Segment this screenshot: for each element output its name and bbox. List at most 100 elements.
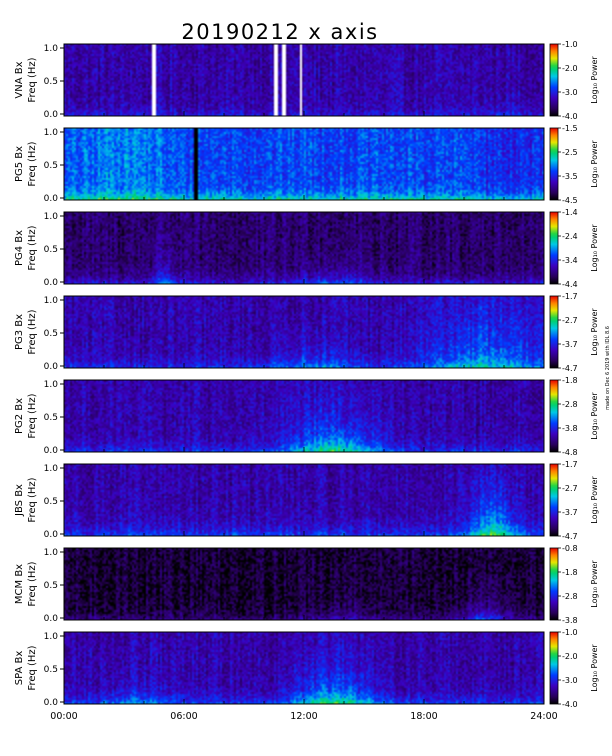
panel-mcm: 0.0 0.5 1.0 MCM Bx Freq (Hz) -0.8 -1.8 -2.8 -3.8… bbox=[14, 544, 599, 625]
colorbar-tick-label: -0.8 bbox=[562, 544, 578, 553]
y-tick-label: 0.0 bbox=[44, 110, 59, 120]
colorbar bbox=[549, 463, 559, 537]
freq-axis-label: Freq (Hz) bbox=[27, 141, 38, 186]
colorbar-tick-label: -1.8 bbox=[562, 376, 578, 385]
spectrogram-image bbox=[64, 212, 544, 284]
panel-pg2: 0.0 0.5 1.0 PG2 Bx Freq (Hz) -1.8 -2.8 -3.8 -4.8… bbox=[14, 376, 599, 457]
colorbar-tick-label: -1.7 bbox=[562, 460, 578, 469]
x-tick-label: 18:00 bbox=[410, 711, 437, 722]
y-tick-label: 0.0 bbox=[44, 362, 59, 372]
y-tick-label: 1.0 bbox=[44, 548, 59, 558]
time-axis: 00:00 06:00 12:00 18:00 24:00 bbox=[50, 711, 557, 722]
y-tick-label: 0.0 bbox=[44, 698, 59, 708]
colorbar-tick-label: -2.8 bbox=[562, 592, 578, 601]
y-tick-label: 0.0 bbox=[44, 530, 59, 540]
y-tick-label: 0.0 bbox=[44, 446, 59, 456]
y-tick-label: 1.0 bbox=[44, 128, 59, 138]
colorbar-tick-label: -4.4 bbox=[562, 280, 578, 289]
spectrogram-image bbox=[64, 632, 544, 704]
colorbar-label: Log₁₀ Power bbox=[590, 56, 599, 104]
colorbar-tick-label: -3.8 bbox=[562, 616, 578, 625]
x-tick-label: 24:00 bbox=[530, 711, 557, 722]
colorbar-tick-label: -4.8 bbox=[562, 448, 578, 457]
colorbar-tick-label: -1.8 bbox=[562, 568, 578, 577]
panel-vna: 0.0 0.5 1.0 VNA Bx Freq (Hz) -1.0 -2.0 -3.0 -4.0… bbox=[14, 40, 599, 121]
colorbar bbox=[549, 631, 559, 705]
x-tick-label: 06:00 bbox=[170, 711, 197, 722]
colorbar-tick-label: -3.7 bbox=[562, 340, 578, 349]
station-label: PG4 Bx bbox=[14, 230, 25, 266]
colorbar-label: Log₁₀ Power bbox=[590, 560, 599, 608]
panel-jbs: 0.0 0.5 1.0 JBS Bx Freq (Hz) -1.7 -2.7 -3.7 -4.7… bbox=[14, 460, 599, 541]
y-tick-label: 1.0 bbox=[44, 296, 59, 306]
spectrogram-image bbox=[64, 44, 544, 116]
colorbar-tick-label: -3.0 bbox=[562, 676, 578, 685]
y-tick-label: 0.5 bbox=[44, 77, 58, 87]
colorbar-tick-label: -2.5 bbox=[562, 148, 578, 157]
colorbar-tick-label: -2.0 bbox=[562, 64, 578, 73]
freq-axis-label: Freq (Hz) bbox=[27, 561, 38, 606]
colorbar-tick-label: -1.7 bbox=[562, 292, 578, 301]
freq-axis-label: Freq (Hz) bbox=[27, 393, 38, 438]
x-tick-label: 00:00 bbox=[50, 711, 77, 722]
panel-pg3: 0.0 0.5 1.0 PG3 Bx Freq (Hz) -1.7 -2.7 -3.7 -4.7… bbox=[14, 292, 599, 373]
colorbar-label: Log₁₀ Power bbox=[590, 224, 599, 272]
colorbar-label: Log₁₀ Power bbox=[590, 140, 599, 188]
colorbar bbox=[549, 379, 559, 453]
freq-axis-label: Freq (Hz) bbox=[27, 57, 38, 102]
colorbar-tick-label: -2.4 bbox=[562, 232, 578, 241]
colorbar bbox=[549, 43, 559, 117]
spectrogram-image bbox=[64, 548, 544, 620]
y-tick-label: 1.0 bbox=[44, 212, 59, 222]
colorbar-tick-label: -1.0 bbox=[562, 40, 578, 49]
colorbar bbox=[549, 211, 559, 285]
chart-title: 20190212 x axis bbox=[181, 20, 378, 44]
colorbar bbox=[549, 127, 559, 201]
x-tick-label: 12:00 bbox=[290, 711, 317, 722]
panel-pg4: 0.0 0.5 1.0 PG4 Bx Freq (Hz) -1.4 -2.4 -3.4 -4.4… bbox=[14, 208, 599, 289]
colorbar-tick-label: -4.7 bbox=[562, 532, 578, 541]
colorbar-tick-label: -2.7 bbox=[562, 484, 578, 493]
station-label: PG5 Bx bbox=[14, 146, 25, 182]
freq-axis-label: Freq (Hz) bbox=[27, 309, 38, 354]
colorbar-tick-label: -4.0 bbox=[562, 700, 578, 709]
y-tick-label: 0.5 bbox=[44, 245, 58, 255]
spectrogram-image bbox=[64, 128, 544, 200]
y-tick-label: 0.5 bbox=[44, 581, 58, 591]
colorbar-tick-label: -3.8 bbox=[562, 424, 578, 433]
colorbar bbox=[549, 547, 559, 621]
spectrogram-image bbox=[64, 380, 544, 452]
y-tick-label: 0.0 bbox=[44, 278, 59, 288]
colorbar-label: Log₁₀ Power bbox=[590, 308, 599, 356]
panel-pg5: 0.0 0.5 1.0 PG5 Bx Freq (Hz) -1.5 -2.5 -3.5 -4.5… bbox=[14, 124, 599, 205]
colorbar-label: Log₁₀ Power bbox=[590, 644, 599, 692]
colorbar-tick-label: -1.5 bbox=[562, 124, 578, 133]
colorbar-tick-label: -4.0 bbox=[562, 112, 578, 121]
freq-axis-label: Freq (Hz) bbox=[27, 645, 38, 690]
y-tick-label: 0.5 bbox=[44, 329, 58, 339]
colorbar bbox=[549, 295, 559, 369]
y-tick-label: 0.5 bbox=[44, 497, 58, 507]
freq-axis-label: Freq (Hz) bbox=[27, 477, 38, 522]
station-label: SPA Bx bbox=[14, 651, 25, 686]
y-tick-label: 0.5 bbox=[44, 413, 58, 423]
colorbar-tick-label: -4.7 bbox=[562, 364, 578, 373]
y-tick-label: 0.0 bbox=[44, 614, 59, 624]
station-label: VNA Bx bbox=[14, 61, 25, 98]
station-label: JBS Bx bbox=[14, 484, 25, 517]
colorbar-tick-label: -4.5 bbox=[562, 196, 578, 205]
y-tick-label: 0.5 bbox=[44, 665, 58, 675]
colorbar-label: Log₁₀ Power bbox=[590, 392, 599, 440]
colorbar-tick-label: -2.8 bbox=[562, 400, 578, 409]
colorbar-tick-label: -3.5 bbox=[562, 172, 578, 181]
freq-axis-label: Freq (Hz) bbox=[27, 225, 38, 270]
panel-spa: 0.0 0.5 1.0 SPA Bx Freq (Hz) -1.0 -2.0 -3.0 -4.0… bbox=[14, 628, 599, 709]
station-label: PG3 Bx bbox=[14, 314, 25, 350]
colorbar-tick-label: -1.0 bbox=[562, 628, 578, 637]
colorbar-tick-label: -1.4 bbox=[562, 208, 578, 217]
station-label: MCM Bx bbox=[14, 564, 25, 604]
colorbar-tick-label: -3.7 bbox=[562, 508, 578, 517]
y-tick-label: 1.0 bbox=[44, 464, 59, 474]
